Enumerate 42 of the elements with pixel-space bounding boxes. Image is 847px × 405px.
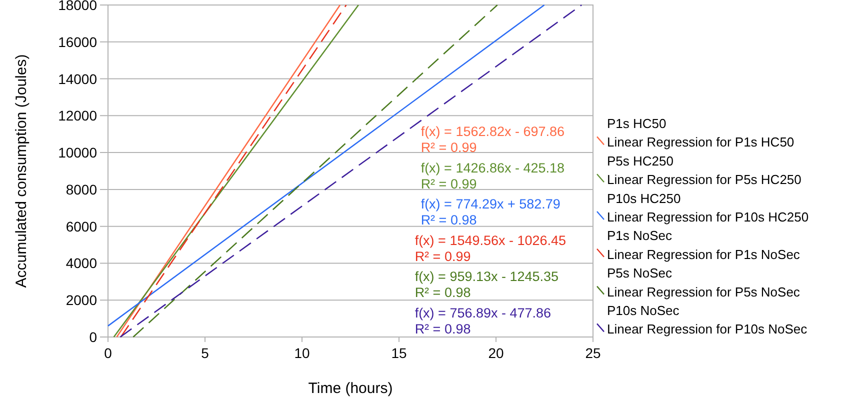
- annotation: f(x) = 1426.86x - 425.18: [420, 160, 565, 176]
- annotation: f(x) = 774.29x + 582.79: [420, 196, 560, 212]
- x-tick-label: 0: [104, 345, 112, 361]
- legend-label: Linear Regression for P5s NoSec: [607, 284, 800, 300]
- legend-label: Linear Regression for P5s HC250: [607, 172, 802, 188]
- y-tick-label: 18000: [58, 0, 98, 13]
- x-tick-label: 5: [201, 345, 210, 361]
- annotation: R² = 0.98: [414, 285, 471, 300]
- y-tick-label: 12000: [58, 108, 98, 124]
- text: P1s NoSec: [607, 228, 673, 244]
- x-tick-label: 20: [488, 345, 504, 361]
- annotation: R² = 0.98: [414, 322, 471, 336]
- text: P5s NoSec: [607, 266, 673, 281]
- legend-label: Linear Regression for P10s HC250: [607, 210, 809, 224]
- x-axis-title: Time (hours): [308, 380, 393, 397]
- annotation: f(x) = 756.89x - 477.86: [414, 306, 552, 320]
- y-tick-label: 14000: [58, 70, 98, 87]
- y-axis-title: Accumulated consumption (Joules): [13, 54, 30, 288]
- y-tick-label: 16000: [58, 34, 98, 50]
- y-tick-label: 6000: [66, 218, 98, 234]
- x-tick-label: 10: [294, 345, 310, 361]
- text: P10s HC250: [607, 190, 681, 206]
- y-tick-label: 8000: [66, 181, 98, 198]
- annotation: R² = 0.99: [414, 248, 471, 264]
- x-tick-label: 25: [585, 345, 601, 361]
- annotation: R² = 0.99: [420, 176, 477, 192]
- legend-label: Linear Regression for P10s NoSec: [607, 322, 808, 337]
- annotation: R² = 0.98: [420, 212, 477, 228]
- y-tick-label: 0: [89, 329, 98, 345]
- y-tick-label: 2000: [66, 292, 98, 308]
- annotation: f(x) = 959.13x - 1245.35: [414, 269, 559, 284]
- x-tick-label: 15: [391, 345, 407, 361]
- annotation: R² = 0.99: [420, 140, 477, 155]
- text: P1s HC50: [607, 116, 666, 131]
- legend-label: Linear Regression for P1s NoSec: [607, 246, 800, 262]
- annotation: f(x) = 1562.82x - 697.86: [420, 124, 565, 139]
- y-tick-label: 10000: [58, 144, 98, 161]
- annotation: f(x) = 1549.56x - 1026.45: [414, 232, 566, 248]
- legend-label: Linear Regression for P1s HC50: [607, 134, 794, 150]
- y-tick-label: 4000: [66, 255, 98, 272]
- text: P10s NoSec: [607, 303, 680, 318]
- text: P5s HC250: [607, 153, 674, 168]
